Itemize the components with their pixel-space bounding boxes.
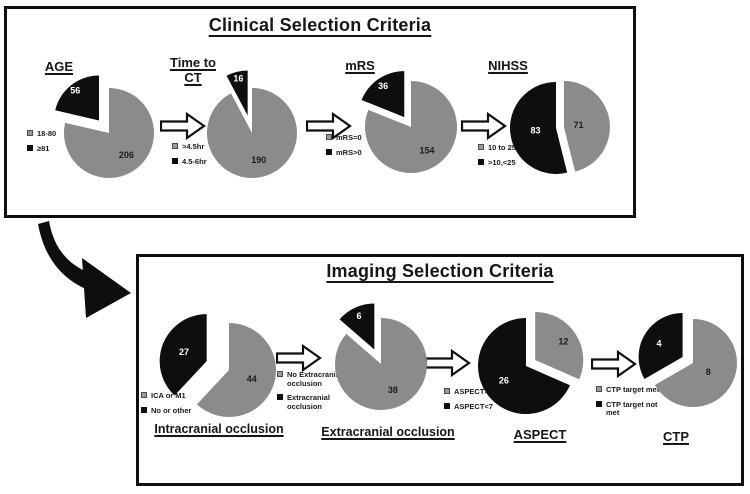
curved-connector-arrow-icon bbox=[38, 221, 131, 318]
legend-item: >4.5hr bbox=[172, 142, 207, 152]
legend-label: ASPECT<7 bbox=[454, 401, 493, 411]
legend-label: >4.5hr bbox=[182, 142, 205, 151]
legend-label: 18-80 bbox=[37, 129, 57, 138]
legend-item: 4.5-6hr bbox=[172, 156, 207, 167]
flow-arrow-icon bbox=[276, 344, 322, 372]
black-swatch-icon bbox=[141, 406, 147, 413]
gray-swatch-icon bbox=[596, 386, 602, 392]
legend-label: 4.5-6hr bbox=[182, 156, 207, 166]
black-swatch-icon bbox=[27, 144, 33, 151]
chart-title-mrs: mRS bbox=[345, 58, 375, 73]
gray-swatch-icon bbox=[27, 130, 33, 136]
chart-title-ctp: CTP bbox=[663, 429, 689, 444]
gray-swatch-icon bbox=[172, 143, 178, 149]
legend-ctp: CTP target met CTP target not met bbox=[596, 385, 660, 424]
black-swatch-icon bbox=[277, 394, 283, 400]
legend-label: ICA or M1 bbox=[151, 391, 186, 400]
legend-label: ≥81 bbox=[37, 143, 50, 153]
legend-aspect: ASPECT>6 ASPECT<7 bbox=[444, 387, 493, 417]
chart-title-extracranial-occlusion: Extracranial occlusion bbox=[321, 425, 455, 439]
legend-item: ASPECT<7 bbox=[444, 401, 493, 412]
legend-item: No or other bbox=[141, 405, 192, 416]
gray-swatch-icon bbox=[478, 144, 484, 150]
legend-item: ≥81 bbox=[27, 143, 56, 154]
legend-label: No Extracranial occlusion bbox=[287, 370, 343, 388]
chart-title-age: AGE bbox=[44, 59, 74, 74]
legend-age: 18-80 ≥81 bbox=[27, 129, 57, 159]
legend-label: mRS>0 bbox=[336, 147, 362, 157]
black-swatch-icon bbox=[478, 158, 484, 165]
legend-mrs: mRS=0 mRS>0 bbox=[326, 133, 362, 163]
flow-arrow-icon bbox=[160, 112, 206, 140]
legend-extracranial-occlusion: No Extracranial occlusion Extracranial o… bbox=[277, 370, 343, 417]
black-swatch-icon bbox=[172, 157, 178, 164]
chart-title-aspect: ASPECT bbox=[513, 427, 567, 442]
legend-item: 10 to 25 bbox=[478, 143, 516, 153]
flow-arrow-icon bbox=[306, 112, 352, 140]
legend-item: ICA or M1 bbox=[141, 391, 191, 401]
legend-label: ASPECT>6 bbox=[454, 387, 493, 396]
gray-swatch-icon bbox=[326, 134, 332, 140]
legend-label: No or other bbox=[151, 405, 192, 415]
chart-title-time-to-ct: Time to CT bbox=[170, 55, 216, 85]
black-swatch-icon bbox=[326, 148, 332, 155]
flow-arrow-icon bbox=[425, 349, 471, 377]
legend-item: CTP target met bbox=[596, 385, 660, 395]
legend-label: CTP target met bbox=[606, 385, 660, 394]
legend-label: CTP target not met bbox=[606, 399, 658, 417]
chart-title-nihss: NIHSS bbox=[488, 58, 528, 73]
gray-swatch-icon bbox=[141, 392, 147, 398]
legend-item: ASPECT>6 bbox=[444, 387, 493, 397]
legend-item: mRS>0 bbox=[326, 147, 362, 158]
legend-label: >10,<25 bbox=[488, 157, 516, 167]
imaging-panel-title: Imaging Selection Criteria bbox=[326, 261, 554, 281]
legend-intracranial-occlusion: ICA or M1 No or other bbox=[141, 391, 192, 421]
legend-label: Extracranial occlusion bbox=[287, 393, 330, 411]
flow-arrow-icon bbox=[461, 112, 507, 140]
gray-swatch-icon bbox=[277, 371, 283, 377]
legend-item: 18-80 bbox=[27, 129, 57, 139]
chart-title-intracranial-occlusion: Intracranial occlusion bbox=[154, 422, 284, 436]
legend-item: CTP target not met bbox=[596, 399, 660, 418]
legend-time-to-ct: >4.5hr 4.5-6hr bbox=[172, 142, 207, 172]
gray-swatch-icon bbox=[444, 388, 450, 394]
clinical-panel-title: Clinical Selection Criteria bbox=[208, 15, 432, 35]
legend-item: mRS=0 bbox=[326, 133, 362, 143]
black-swatch-icon bbox=[596, 400, 602, 407]
legend-item: >10,<25 bbox=[478, 157, 516, 168]
legend-label: 10 to 25 bbox=[488, 143, 516, 152]
legend-nihss: 10 to 25 >10,<25 bbox=[478, 143, 516, 173]
legend-label: mRS=0 bbox=[336, 133, 362, 142]
legend-item: No Extracranial occlusion bbox=[277, 370, 343, 388]
legend-item: Extracranial occlusion bbox=[277, 393, 343, 411]
flow-arrow-icon bbox=[591, 350, 637, 378]
black-swatch-icon bbox=[444, 402, 450, 409]
